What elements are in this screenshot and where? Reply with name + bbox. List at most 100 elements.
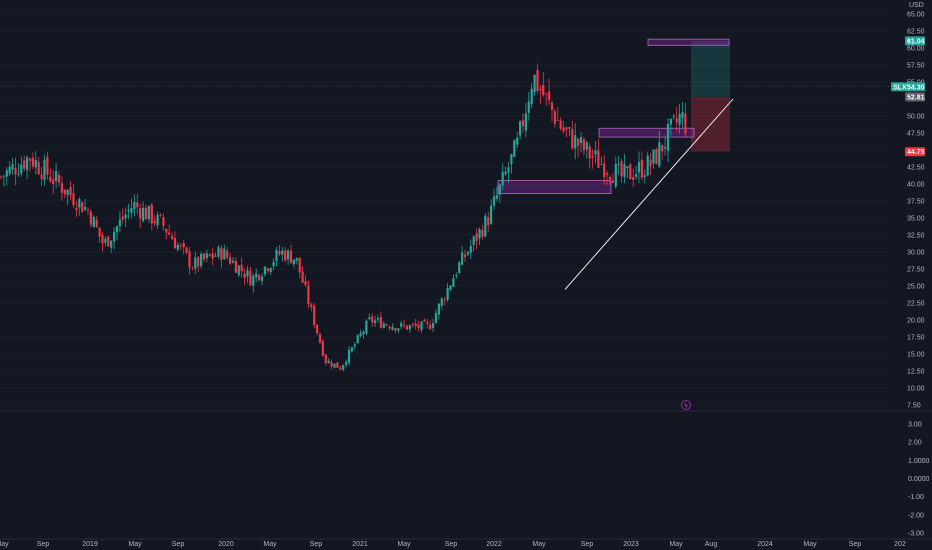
candle[interactable] [75,207,78,211]
candle[interactable] [469,246,472,253]
candle[interactable] [136,202,139,208]
candle[interactable] [608,177,612,180]
candle[interactable] [336,362,339,368]
candle[interactable] [217,247,220,257]
candle[interactable] [585,142,588,150]
candle[interactable] [545,93,548,95]
candle[interactable] [69,187,72,196]
candle[interactable] [324,354,327,363]
candle[interactable] [147,205,150,220]
candle[interactable] [672,115,675,117]
candle[interactable] [461,252,464,265]
candle[interactable] [582,139,585,151]
candle[interactable] [281,250,284,255]
supply-demand-zone[interactable] [497,180,612,194]
candle[interactable] [664,147,667,149]
candle[interactable] [31,157,34,167]
candle[interactable] [345,362,348,365]
candle[interactable] [487,217,490,226]
candle[interactable] [266,268,269,272]
candle[interactable] [84,207,87,210]
candle[interactable] [594,150,597,155]
candle[interactable] [629,164,632,180]
candle[interactable] [675,118,678,123]
candle[interactable] [362,331,365,335]
candle[interactable] [394,328,397,331]
candle[interactable] [568,127,571,129]
candle[interactable] [574,135,577,149]
candle[interactable] [104,238,107,243]
candle[interactable] [414,323,417,326]
candle[interactable] [548,91,551,100]
candle[interactable] [115,226,119,233]
candle[interactable] [510,154,513,164]
candle[interactable] [530,88,533,105]
candle[interactable] [606,173,609,175]
candle[interactable] [481,229,484,237]
candle[interactable] [72,193,75,206]
candle[interactable] [579,137,583,144]
alert-icon[interactable]: ϟ [681,400,691,410]
candle[interactable] [519,121,522,136]
candle[interactable] [101,234,104,244]
candle[interactable] [472,236,475,245]
candle[interactable] [408,325,411,329]
supply-demand-zone[interactable] [647,38,730,46]
candle[interactable] [63,189,66,195]
candle[interactable] [260,276,264,282]
candle[interactable] [600,164,603,166]
candle[interactable] [681,112,684,118]
candle[interactable] [637,161,641,173]
candle[interactable] [440,298,443,306]
candle[interactable] [26,157,29,171]
candle[interactable] [434,313,438,323]
candle[interactable] [623,164,626,177]
candle[interactable] [374,320,377,324]
candle[interactable] [397,328,400,331]
candle[interactable] [423,319,426,322]
candle[interactable] [542,85,545,96]
candle[interactable] [37,162,40,175]
candle[interactable] [133,202,136,209]
candle[interactable] [156,214,159,226]
candle[interactable] [342,365,345,370]
candle[interactable] [243,273,246,278]
candle[interactable] [353,344,356,347]
candle[interactable] [658,142,661,167]
candle[interactable] [652,149,655,164]
candle[interactable] [197,257,200,267]
candle[interactable] [179,245,182,246]
candle[interactable] [432,323,435,328]
candle[interactable] [490,205,493,224]
candle[interactable] [330,362,333,367]
candle[interactable] [649,159,652,166]
candle[interactable] [521,120,525,127]
candle[interactable] [150,204,153,224]
candle[interactable] [577,138,580,146]
candle[interactable] [347,349,351,363]
candle[interactable] [0,176,3,178]
candle[interactable] [278,251,281,255]
candle[interactable] [188,251,191,268]
candle[interactable] [107,236,110,247]
candle[interactable] [301,271,304,283]
candle[interactable] [246,270,249,277]
candle[interactable] [391,326,394,330]
candle[interactable] [66,189,69,195]
candle[interactable] [249,271,252,286]
candle[interactable] [339,367,342,370]
supply-demand-zone[interactable] [598,127,695,138]
candle[interactable] [385,324,388,326]
candle[interactable] [159,214,162,216]
candle[interactable] [194,257,197,269]
candle[interactable] [275,249,278,262]
candle[interactable] [333,363,336,368]
candle[interactable] [202,253,206,260]
candle[interactable] [34,159,37,168]
candle[interactable] [513,140,516,157]
candle[interactable] [214,255,217,257]
candle[interactable] [620,161,623,177]
candle[interactable] [60,183,63,193]
candle[interactable] [562,127,565,132]
candle[interactable] [426,322,429,324]
